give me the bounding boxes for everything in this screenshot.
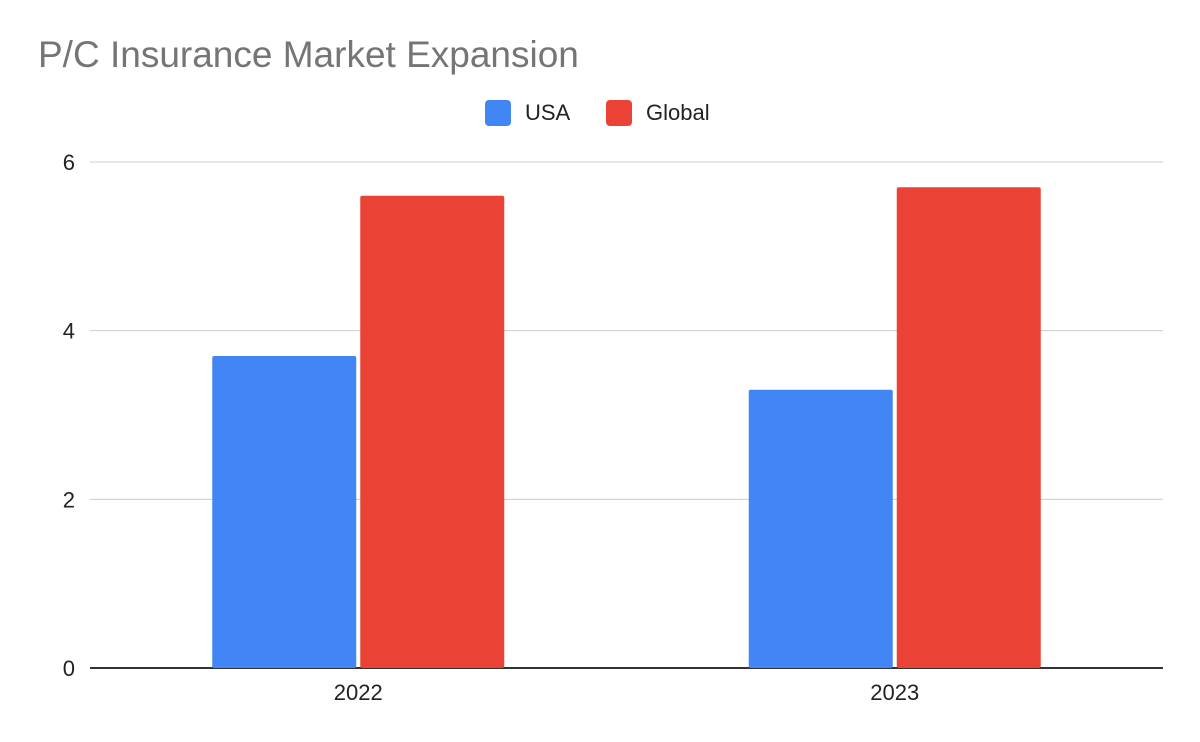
bar-usa-2023[interactable] bbox=[748, 389, 893, 668]
legend: USA Global bbox=[0, 98, 1200, 128]
labels-layer: 0 2 4 6 2022 2023 bbox=[63, 150, 919, 705]
legend-label-global: Global bbox=[646, 100, 710, 125]
x-tick-label-2023: 2023 bbox=[870, 680, 919, 705]
legend-swatch-global bbox=[606, 100, 632, 126]
y-tick-label-2: 2 bbox=[63, 487, 75, 512]
legend-item-usa[interactable]: USA bbox=[485, 98, 570, 128]
legend-label-usa: USA bbox=[525, 100, 571, 125]
y-tick-label-6: 6 bbox=[63, 150, 75, 175]
bar-global-2022[interactable] bbox=[360, 195, 505, 668]
x-tick-label-2022: 2022 bbox=[334, 680, 383, 705]
y-tick-label-0: 0 bbox=[63, 656, 75, 681]
legend-item-global[interactable]: Global bbox=[606, 98, 710, 128]
chart-title: P/C Insurance Market Expansion bbox=[38, 34, 579, 75]
legend-swatch-usa bbox=[485, 100, 511, 126]
bar-global-2023[interactable] bbox=[896, 187, 1041, 669]
y-tick-label-4: 4 bbox=[63, 319, 75, 344]
bar-usa-2022[interactable] bbox=[212, 355, 357, 668]
bars-layer bbox=[212, 187, 1041, 669]
